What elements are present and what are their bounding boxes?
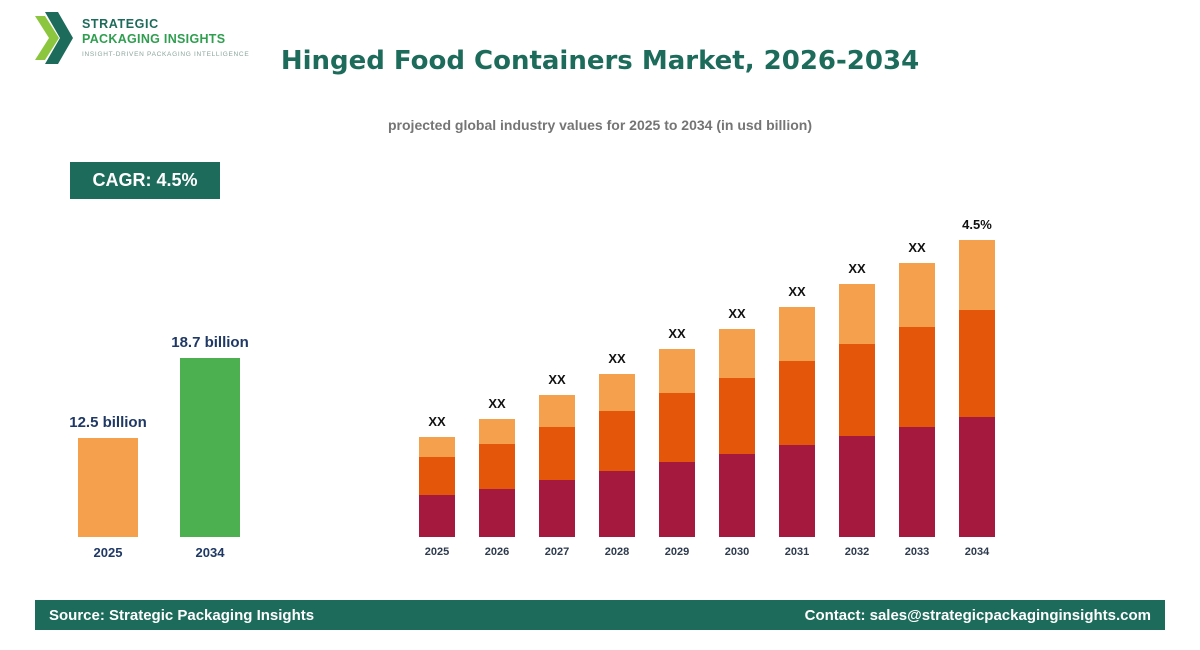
stacked-bar-year-label: 2030 xyxy=(724,546,750,558)
stacked-bar xyxy=(899,263,935,537)
stacked-bar-segment-top xyxy=(599,374,635,411)
stacked-bar xyxy=(659,349,695,537)
summary-bar-year-label: 2034 xyxy=(195,545,225,560)
stacked-bar-segment-top xyxy=(719,329,755,378)
stacked-bar-group: XX 2029 xyxy=(647,200,707,558)
stacked-bar xyxy=(599,374,635,537)
stacked-bar-segment-bottom xyxy=(899,427,935,537)
stacked-bar-segment-middle xyxy=(659,393,695,462)
summary-bar xyxy=(78,438,138,537)
stacked-bar-segment-bottom xyxy=(419,495,455,537)
stacked-bar-value-label: XX xyxy=(728,306,746,321)
page-subtitle: projected global industry values for 202… xyxy=(388,117,812,133)
logo-chevron-icon xyxy=(35,12,73,64)
stacked-bar-value-label: XX xyxy=(548,372,566,387)
stacked-bar-value-label: XX xyxy=(788,284,806,299)
stacked-bar-group: XX 2028 xyxy=(587,200,647,558)
logo: STRATEGIC PACKAGING INSIGHTS INSIGHT-DRI… xyxy=(35,12,249,64)
stacked-bar-segment-top xyxy=(539,395,575,427)
stacked-bar-segment-top xyxy=(839,284,875,344)
stacked-bar-segment-middle xyxy=(419,457,455,495)
footer-contact: Contact: sales@strategicpackaginginsight… xyxy=(804,606,1151,624)
stacked-bar-segment-top xyxy=(779,307,815,361)
footer-bar: Source: Strategic Packaging Insights Con… xyxy=(35,600,1165,630)
main-stacked-chart: XX 2025 XX 2026 XX 2027 XX 2028 XX 2029 XX 2030 XX 20… xyxy=(407,200,1007,558)
stacked-bar-group: XX 2025 xyxy=(407,200,467,558)
stacked-bar-segment-bottom xyxy=(659,462,695,537)
stacked-bar-segment-bottom xyxy=(479,489,515,537)
stacked-bar-value-label: XX xyxy=(668,326,686,341)
summary-bar-group: 18.7 billion 2034 xyxy=(164,320,256,560)
stacked-bar-segment-top xyxy=(479,419,515,444)
stacked-bar-segment-top xyxy=(959,240,995,310)
stacked-bar-segment-middle xyxy=(539,427,575,480)
stacked-bar-year-label: 2034 xyxy=(964,546,990,558)
stacked-bar-segment-middle xyxy=(719,378,755,454)
stacked-bar-segment-bottom xyxy=(959,417,995,537)
stacked-bar-segment-bottom xyxy=(839,436,875,537)
stacked-bar-segment-middle xyxy=(959,310,995,417)
stacked-bar-group: XX 2026 xyxy=(467,200,527,558)
stacked-bar-segment-top xyxy=(419,437,455,457)
stacked-bar-segment-bottom xyxy=(539,480,575,537)
stacked-bar-segment-bottom xyxy=(719,454,755,537)
logo-line2: PACKAGING INSIGHTS xyxy=(82,31,226,46)
stacked-bar-year-label: 2025 xyxy=(424,546,450,558)
stacked-bar-group: XX 2030 xyxy=(707,200,767,558)
logo-tagline: INSIGHT-DRIVEN PACKAGING INTELLIGENCE xyxy=(82,51,250,59)
stacked-bar-value-label: XX xyxy=(908,240,926,255)
stacked-bar-year-label: 2026 xyxy=(484,546,510,558)
stacked-bar-segment-top xyxy=(659,349,695,393)
stacked-bar-year-label: 2028 xyxy=(604,546,630,558)
stacked-bar-group: XX 2032 xyxy=(827,200,887,558)
summary-bar-value-label: 18.7 billion xyxy=(171,334,249,351)
stacked-bar-segment-bottom xyxy=(599,471,635,537)
stacked-bar-segment-middle xyxy=(479,444,515,489)
footer-source: Source: Strategic Packaging Insights xyxy=(49,606,315,624)
stacked-bar-group: XX 2027 xyxy=(527,200,587,558)
stacked-bar xyxy=(779,307,815,537)
stacked-bar-segment-middle xyxy=(839,344,875,436)
stacked-bar-group: XX 2033 xyxy=(887,200,947,558)
stacked-bar-year-label: 2029 xyxy=(664,546,690,558)
stacked-bar-segment-middle xyxy=(899,327,935,427)
stacked-bar-value-label: XX xyxy=(488,396,506,411)
page-title: Hinged Food Containers Market, 2026-2034 xyxy=(280,46,920,76)
summary-bar-year-label: 2025 xyxy=(93,545,123,560)
stacked-bar-segment-top xyxy=(899,263,935,327)
stacked-bar-group: XX 2031 xyxy=(767,200,827,558)
summary-bar-value-label: 12.5 billion xyxy=(69,414,147,431)
summary-chart: 12.5 billion 2025 18.7 billion 2034 xyxy=(62,320,256,560)
summary-bar xyxy=(180,358,240,537)
stacked-bar-group: 4.5% 2034 xyxy=(947,200,1007,558)
stacked-bar xyxy=(719,329,755,537)
stacked-bar-value-label: XX xyxy=(428,414,446,429)
logo-text: STRATEGIC PACKAGING INSIGHTS INSIGHT-DRI… xyxy=(82,17,249,58)
stacked-bar-year-label: 2027 xyxy=(544,546,570,558)
stacked-bar-year-label: 2032 xyxy=(844,546,870,558)
stacked-bar-value-label: 4.5% xyxy=(962,217,992,232)
stacked-bar-segment-bottom xyxy=(779,445,815,537)
summary-bar-group: 12.5 billion 2025 xyxy=(62,320,154,560)
stacked-bar xyxy=(419,437,455,537)
stacked-bar-value-label: XX xyxy=(848,261,866,276)
stacked-bar xyxy=(839,284,875,537)
stacked-bar-segment-middle xyxy=(599,411,635,471)
stacked-bar xyxy=(959,240,995,537)
stacked-bar-value-label: XX xyxy=(608,351,626,366)
stacked-bar-segment-middle xyxy=(779,361,815,445)
stacked-bar-year-label: 2033 xyxy=(904,546,930,558)
cagr-badge: CAGR: 4.5% xyxy=(70,162,220,199)
logo-line1: STRATEGIC xyxy=(82,17,159,32)
stacked-bar xyxy=(479,419,515,537)
stacked-bar-year-label: 2031 xyxy=(784,546,810,558)
stacked-bar xyxy=(539,395,575,537)
